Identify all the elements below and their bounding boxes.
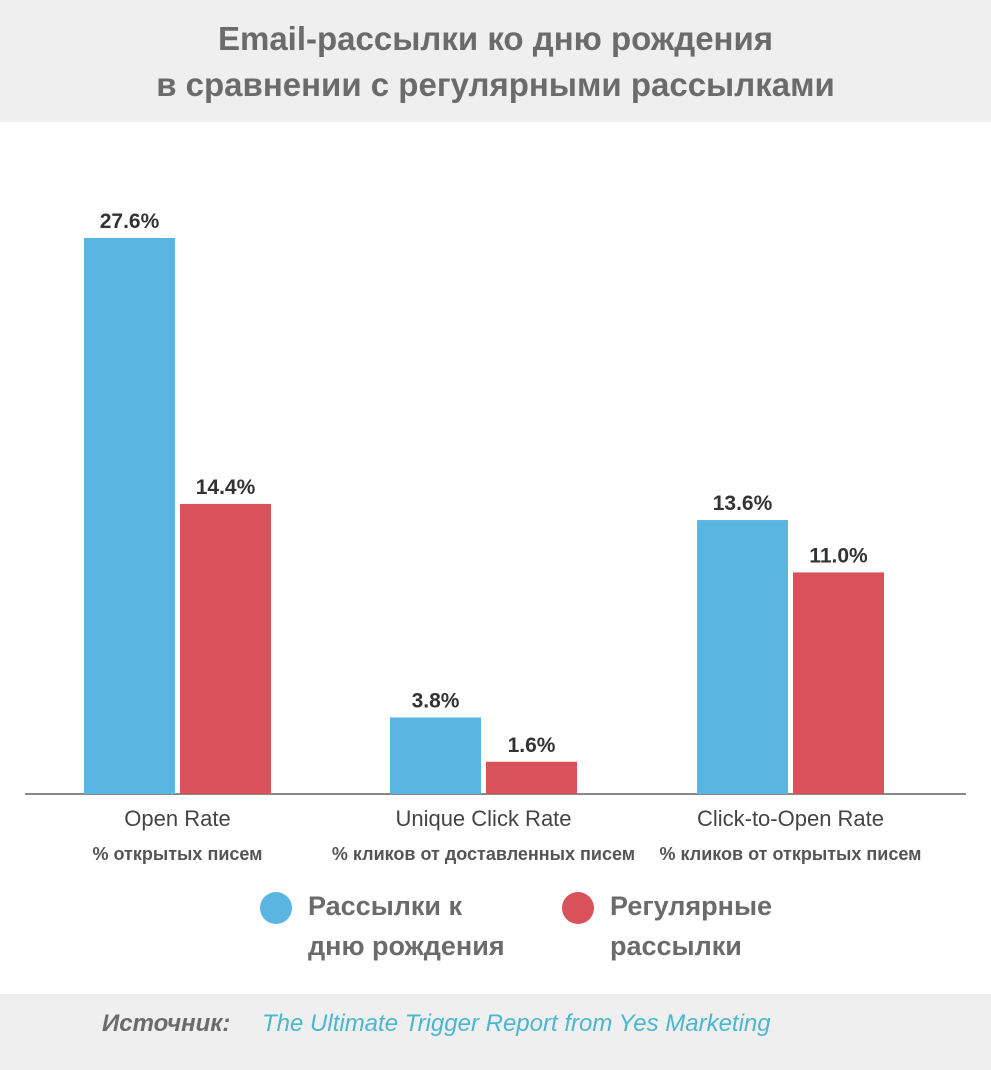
chart-header: Email-рассылки ко дню рождения в сравнен… bbox=[0, 0, 991, 122]
bar-regular-3 bbox=[793, 572, 884, 794]
data-label-birthday-3: 13.6% bbox=[713, 492, 773, 515]
bar-birthday-1 bbox=[84, 238, 175, 794]
legend-label-birthday-line2: дню рождения bbox=[308, 931, 505, 961]
source-link[interactable]: The Ultimate Trigger Report from Yes Mar… bbox=[262, 1010, 771, 1037]
legend-label-regular-line2: рассылки bbox=[610, 931, 742, 961]
category-subtitle-2: % кликов от доставленных писем bbox=[332, 844, 635, 864]
category-subtitle-3: % кликов от открытых писем bbox=[660, 844, 922, 864]
legend-label-regular: Регулярные рассылки bbox=[610, 886, 772, 966]
bar-birthday-2 bbox=[390, 717, 481, 794]
data-label-regular-2: 1.6% bbox=[508, 734, 556, 757]
data-label-birthday-2: 3.8% bbox=[412, 689, 460, 712]
data-label-birthday-1: 27.6% bbox=[100, 210, 160, 233]
bar-chart: 27.6% 14.4% Open Rate % открытых писем 3.8% 1… bbox=[25, 210, 966, 864]
legend-label-regular-line1: Регулярные bbox=[610, 891, 773, 921]
bar-birthday-3 bbox=[697, 520, 788, 794]
chart-title-line-1: Email-рассылки ко дню рождения bbox=[217, 20, 774, 57]
legend-swatch-birthday bbox=[260, 892, 292, 924]
data-label-regular-1: 14.4% bbox=[196, 476, 256, 499]
legend-label-birthday-line1: Рассылки к bbox=[308, 891, 463, 921]
category-label-1: Open Rate bbox=[124, 806, 230, 831]
source-label: Источник: bbox=[102, 1010, 231, 1037]
chart-title-line-2: в сравнении с регулярными рассылками bbox=[156, 66, 835, 103]
bar-regular-1 bbox=[180, 503, 271, 794]
category-label-2: Unique Click Rate bbox=[395, 806, 571, 831]
category-label-3: Click-to-Open Rate bbox=[697, 806, 884, 831]
data-label-regular-3: 11.0% bbox=[809, 544, 868, 567]
bar-regular-2 bbox=[486, 761, 577, 794]
source-footer: Источник: The Ultimate Trigger Report fr… bbox=[0, 994, 991, 1070]
category-subtitle-1: % открытых писем bbox=[93, 844, 263, 864]
legend-label-birthday: Рассылки к дню рождения bbox=[308, 886, 505, 966]
legend-swatch-regular bbox=[562, 892, 594, 924]
